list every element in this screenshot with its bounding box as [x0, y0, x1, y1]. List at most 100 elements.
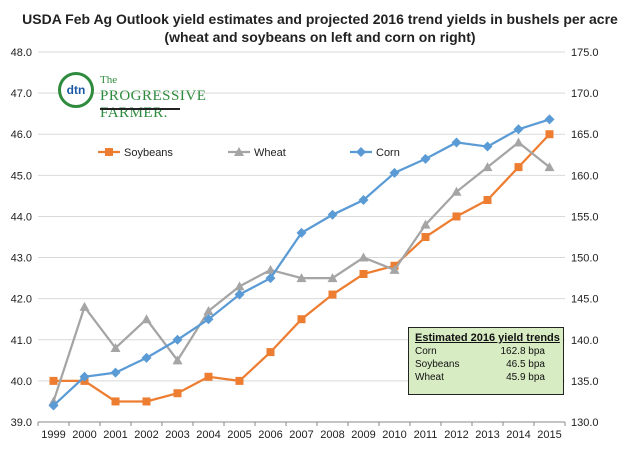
data-point	[110, 343, 121, 352]
data-point	[328, 290, 337, 299]
x-tick-label: 2009	[351, 429, 375, 441]
data-point	[359, 270, 368, 278]
data-point	[142, 397, 151, 406]
legend-item-soybeans: Soybeans	[98, 147, 173, 159]
x-tick-label: 2008	[320, 429, 344, 441]
x-tick-label: 2015	[537, 429, 561, 441]
y-right-tick-label: 140.0	[571, 335, 599, 347]
dtn-logo-circle: dtn	[58, 72, 94, 108]
x-tick-label: 2006	[258, 429, 282, 441]
estimate-row-wheat: Wheat 45.9 bpa	[409, 372, 563, 385]
legend-marker	[356, 147, 366, 157]
estimate-crop: Corn	[415, 346, 437, 357]
data-point	[358, 195, 369, 205]
legend-item-corn: Corn	[350, 147, 400, 159]
y-right-tick-label: 135.0	[571, 376, 599, 388]
x-tick-label: 2000	[72, 429, 96, 441]
data-point	[203, 306, 214, 315]
data-point	[327, 273, 338, 283]
data-point	[389, 167, 400, 178]
estimate-crop: Soybeans	[415, 359, 460, 370]
estimate-value: 45.9 bpa	[506, 372, 545, 383]
data-point	[234, 281, 245, 291]
chart-title: USDA Feb Ag Outlook yield estimates and …	[22, 11, 618, 45]
estimate-value: 46.5 bpa	[506, 359, 545, 370]
y-left-tick-label: 47.0	[11, 88, 32, 100]
data-point	[452, 212, 461, 221]
logo-line1: The	[100, 74, 118, 86]
y-left-tick-label: 43.0	[11, 253, 32, 265]
estimate-row-corn: Corn 162.8 bpa	[409, 346, 563, 359]
data-point	[389, 264, 400, 274]
logo-rule	[100, 108, 180, 110]
x-tick-label: 2011	[414, 429, 438, 441]
dtn-logo-mark: dtn	[66, 83, 86, 97]
data-point	[327, 209, 338, 220]
data-point	[297, 315, 306, 324]
data-point	[513, 137, 524, 147]
x-tick-label: 2007	[289, 429, 313, 441]
data-point	[172, 355, 183, 365]
data-point	[204, 372, 213, 381]
estimates-box: Estimated 2016 yield trends Corn 162.8 b…	[408, 327, 564, 395]
data-point	[544, 114, 555, 125]
y-right-tick-label: 170.0	[571, 88, 599, 100]
data-point	[265, 273, 276, 284]
x-tick-label: 2002	[134, 429, 158, 441]
x-tick-label: 2013	[475, 429, 499, 441]
dtn-progressive-farmer-logo: dtn The PROGRESSIVE FARMER.	[58, 72, 206, 121]
data-point	[421, 233, 430, 241]
y-left-tick-label: 42.0	[11, 294, 32, 306]
data-point	[79, 301, 90, 311]
x-tick-label: 1999	[41, 429, 65, 441]
legend-label: Wheat	[254, 147, 286, 159]
data-point	[420, 153, 431, 164]
data-point	[514, 163, 523, 172]
data-point	[172, 334, 183, 345]
y-right-tick-label: 165.0	[571, 129, 599, 141]
legend-item-wheat: Wheat	[228, 147, 286, 159]
data-point	[451, 186, 462, 196]
data-point	[358, 252, 369, 262]
y-left-tick-label: 45.0	[11, 170, 32, 182]
data-point	[296, 273, 307, 283]
estimates-box-title: Estimated 2016 yield trends	[415, 332, 560, 344]
y-right-tick-label: 145.0	[571, 294, 599, 306]
estimate-value: 162.8 bpa	[500, 346, 546, 357]
x-tick-label: 2012	[444, 429, 468, 441]
data-point	[234, 289, 245, 300]
data-point	[266, 348, 275, 357]
y-right-tick-label: 130.0	[571, 417, 599, 429]
data-point	[544, 162, 555, 172]
y-left-tick-label: 48.0	[11, 47, 32, 59]
x-tick-label: 2001	[103, 429, 127, 441]
legend-marker	[105, 148, 113, 156]
x-tick-label: 2010	[382, 429, 406, 441]
legend-label: Soybeans	[124, 147, 173, 159]
legend-marker	[234, 147, 244, 156]
data-point	[141, 352, 152, 363]
series-wheat	[48, 137, 555, 406]
x-tick-label: 2003	[165, 429, 189, 441]
data-point	[482, 141, 493, 152]
data-point	[110, 367, 121, 378]
data-point	[203, 314, 214, 325]
y-left-tick-label: 40.0	[11, 376, 32, 388]
data-point	[141, 314, 152, 324]
legend-label: Corn	[376, 147, 400, 159]
x-tick-label: 2005	[227, 429, 251, 441]
data-point	[451, 137, 462, 148]
data-point	[420, 219, 431, 229]
y-right-tick-label: 160.0	[571, 170, 599, 182]
data-point	[483, 196, 492, 204]
data-point	[265, 264, 276, 274]
estimate-crop: Wheat	[415, 372, 444, 383]
y-right-tick-label: 155.0	[571, 211, 599, 223]
data-point	[111, 397, 120, 406]
y-left-tick-label: 46.0	[11, 129, 32, 141]
data-point	[513, 124, 524, 135]
x-tick-label: 2004	[196, 429, 220, 441]
data-point	[48, 400, 59, 411]
data-point	[79, 371, 90, 382]
data-point	[235, 376, 244, 385]
